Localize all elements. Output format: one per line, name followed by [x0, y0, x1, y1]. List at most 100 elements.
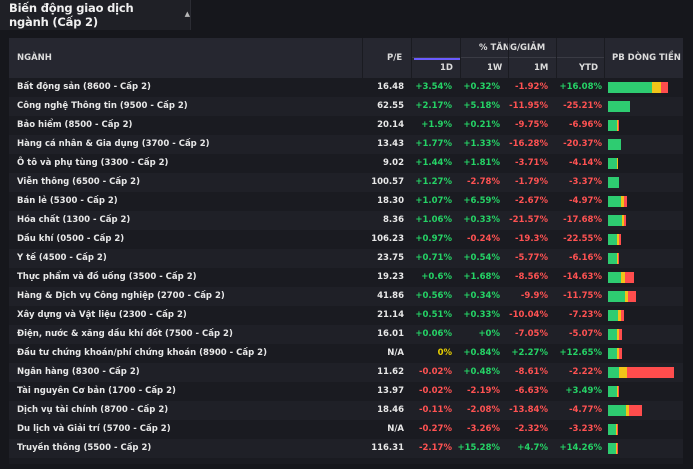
money-flow-bar: [608, 310, 624, 321]
table-row[interactable]: Công nghệ Thông tin (9500 - Cấp 2) 62.55 +…: [9, 97, 683, 116]
panel-title-tab[interactable]: Biến động giao dịch ngành (Cấp 2) ▲︎: [0, 0, 191, 30]
flow-segment-up: [608, 424, 616, 435]
table-row[interactable]: Tài nguyên Cơ bản (1700 - Cấp 2) 13.97 -0.…: [9, 382, 683, 401]
table-row[interactable]: Dầu khí (0500 - Cấp 2) 106.23 +0.97% -0.24%…: [9, 230, 683, 249]
pe-value: 18.46: [377, 405, 404, 415]
col-sector[interactable]: NGÀNH: [17, 53, 52, 63]
table-row[interactable]: Y tế (4500 - Cấp 2) 23.75 +0.71% +0.54% -5.7…: [9, 249, 683, 268]
table-row[interactable]: Hàng cá nhân & Gia dụng (3700 - Cấp 2) 13…: [9, 135, 683, 154]
change-w1: +15.28%: [457, 443, 500, 453]
sector-name[interactable]: Hàng cá nhân & Gia dụng (3700 - Cấp 2): [17, 139, 210, 149]
change-w1: +0.33%: [463, 215, 500, 225]
change-d1: +0.51%: [415, 310, 452, 320]
change-w1: -0.24%: [466, 234, 500, 244]
flow-segment-up: [608, 82, 652, 93]
change-w1: +0.34%: [463, 291, 500, 301]
table-row[interactable]: Điện, nước & xăng dầu khí đốt (7500 - Cấ…: [9, 325, 683, 344]
flow-segment-ref: [622, 215, 624, 226]
table-row[interactable]: Truyền thông (5500 - Cấp 2) 116.31 -2.17% +…: [9, 439, 683, 458]
table-row[interactable]: Xây dựng và Vật liệu (2300 - Cấp 2) 21.14…: [9, 306, 683, 325]
money-flow-bar: [608, 101, 630, 112]
table-row[interactable]: Hóa chất (1300 - Cấp 2) 8.36 +1.06% +0.33% -…: [9, 211, 683, 230]
change-ytd: -6.96%: [568, 120, 602, 130]
table-row[interactable]: Đầu tư chứng khoán/phí chứng khoán (8900…: [9, 344, 683, 363]
sector-name[interactable]: Dịch vụ tài chính (8700 - Cấp 2): [17, 405, 169, 415]
table-row[interactable]: Bảo hiểm (8500 - Cấp 2) 20.14 +1.9% +0.21% -…: [9, 116, 683, 135]
change-m1: -11.95%: [509, 101, 548, 111]
change-w1: +0.84%: [463, 348, 500, 358]
sector-name[interactable]: Xây dựng và Vật liệu (2300 - Cấp 2): [17, 310, 187, 320]
change-m1: -5.77%: [514, 253, 548, 263]
active-sort-underline: [414, 58, 460, 60]
pe-value: 62.55: [377, 101, 404, 111]
flow-segment-down: [625, 272, 634, 283]
sector-name[interactable]: Điện, nước & xăng dầu khí đốt (7500 - Cấ…: [17, 329, 233, 339]
change-w1: -3.26%: [466, 424, 500, 434]
flow-segment-up: [608, 196, 621, 207]
table-row[interactable]: Ô tô và phụ tùng (3300 - Cấp 2) 9.02 +1.44…: [9, 154, 683, 173]
sector-name[interactable]: Công nghệ Thông tin (9500 - Cấp 2): [17, 101, 188, 111]
col-1w[interactable]: 1W: [487, 63, 503, 73]
flow-segment-up: [608, 348, 617, 359]
change-d1: -0.27%: [418, 424, 452, 434]
sector-name[interactable]: Viễn thông (6500 - Cấp 2): [17, 177, 140, 187]
pe-value: 13.43: [377, 139, 404, 149]
col-1m[interactable]: 1M: [534, 63, 549, 73]
change-w1: +1.81%: [463, 158, 500, 168]
sector-name[interactable]: Y tế (4500 - Cấp 2): [17, 253, 107, 263]
change-ytd: -4.14%: [568, 158, 602, 168]
change-ytd: -25.21%: [563, 101, 602, 111]
pe-value: 21.14: [377, 310, 404, 320]
change-d1: +1.44%: [415, 158, 452, 168]
sector-name[interactable]: Ô tô và phụ tùng (3300 - Cấp 2): [17, 158, 169, 168]
flow-segment-down: [618, 386, 619, 397]
table-row[interactable]: Du lịch và Giải trí (5700 - Cấp 2) N/A -0.…: [9, 420, 683, 439]
change-d1: +1.77%: [415, 139, 452, 149]
change-d1: +0.97%: [415, 234, 452, 244]
flow-segment-ref: [619, 367, 627, 378]
change-w1: +1.33%: [463, 139, 500, 149]
flow-segment-down: [618, 120, 619, 131]
sector-name[interactable]: Ngân hàng (8300 - Cấp 2): [17, 367, 140, 377]
sector-name[interactable]: Bảo hiểm (8500 - Cấp 2): [17, 120, 133, 130]
pe-value: N/A: [387, 424, 404, 434]
table-row[interactable]: Dịch vụ tài chính (8700 - Cấp 2) 18.46 -0.…: [9, 401, 683, 420]
money-flow-bar: [608, 424, 618, 435]
sector-name[interactable]: Truyền thông (5500 - Cấp 2): [17, 443, 152, 453]
sector-name[interactable]: Bất động sản (8600 - Cấp 2): [17, 82, 151, 92]
pe-value: 20.14: [377, 120, 404, 130]
col-1d[interactable]: 1D: [440, 63, 453, 73]
sector-name[interactable]: Thực phẩm và đồ uống (3500 - Cấp 2): [17, 272, 197, 282]
col-pe[interactable]: P/E: [387, 53, 403, 63]
change-d1: +1.27%: [415, 177, 452, 187]
flow-segment-down: [617, 443, 618, 454]
table-row[interactable]: Thực phẩm và đồ uống (3500 - Cấp 2) 19.23…: [9, 268, 683, 287]
flow-segment-up: [608, 367, 619, 378]
change-ytd: -6.16%: [568, 253, 602, 263]
sector-name[interactable]: Hóa chất (1300 - Cấp 2): [17, 215, 131, 225]
col-ytd[interactable]: YTD: [579, 63, 599, 73]
change-w1: +0.21%: [463, 120, 500, 130]
flow-segment-ref: [616, 424, 617, 435]
change-d1: -2.17%: [418, 443, 452, 453]
table-row[interactable]: Ngân hàng (8300 - Cấp 2) 11.62 -0.02% +0.48…: [9, 363, 683, 382]
table-row[interactable]: Viễn thông (6500 - Cấp 2) 100.57 +1.27% -2.…: [9, 173, 683, 192]
sector-name[interactable]: Du lịch và Giải trí (5700 - Cấp 2): [17, 424, 171, 434]
table-row[interactable]: Hàng & Dịch vụ Công nghiệp (2700 - Cấp 2…: [9, 287, 683, 306]
sector-name[interactable]: Dầu khí (0500 - Cấp 2): [17, 234, 125, 244]
change-m1: -8.56%: [514, 272, 548, 282]
sector-name[interactable]: Bán lẻ (5300 - Cấp 2): [17, 196, 118, 206]
flow-segment-up: [608, 386, 617, 397]
money-flow-bar: [608, 367, 674, 378]
chevron-down-icon[interactable]: ▲︎: [184, 10, 190, 18]
sector-name[interactable]: Đầu tư chứng khoán/phí chứng khoán (8900…: [17, 348, 267, 358]
table-row[interactable]: Bất động sản (8600 - Cấp 2) 16.48 +3.54% +0…: [9, 78, 683, 97]
money-flow-bar: [608, 329, 622, 340]
flow-segment-ref: [616, 443, 617, 454]
change-d1: -0.02%: [418, 367, 452, 377]
sector-name[interactable]: Hàng & Dịch vụ Công nghiệp (2700 - Cấp 2…: [17, 291, 225, 301]
table-row[interactable]: Bán lẻ (5300 - Cấp 2) 18.30 +1.07% +6.59% -2…: [9, 192, 683, 211]
col-flow[interactable]: PB DÒNG TIỀN: [612, 53, 681, 63]
change-d1: +1.06%: [415, 215, 452, 225]
sector-name[interactable]: Tài nguyên Cơ bản (1700 - Cấp 2): [17, 386, 176, 396]
